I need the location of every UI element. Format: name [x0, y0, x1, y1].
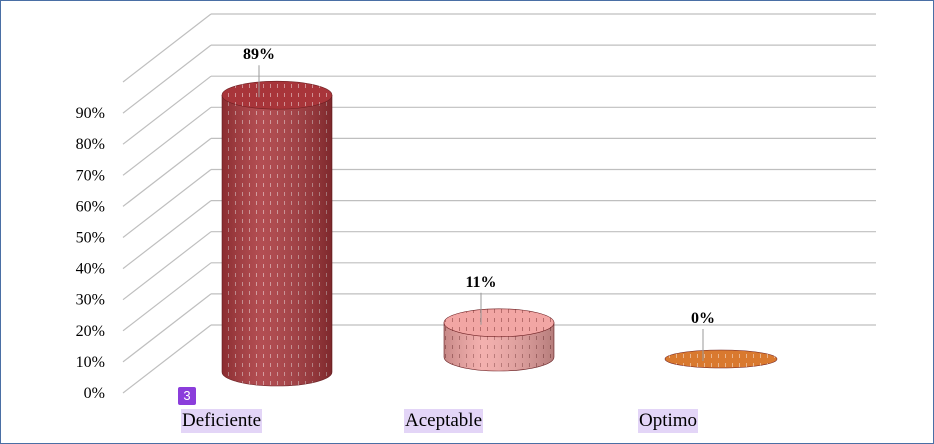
gridline-diagonal	[122, 231, 212, 301]
y-tick-label: 50%	[76, 230, 105, 247]
gridline-diagonal	[122, 106, 212, 176]
y-tick-label: 10%	[76, 354, 105, 371]
bar-shading	[222, 95, 332, 387]
category-label-optimo: Optimo	[638, 409, 699, 433]
gridline-diagonal	[122, 169, 212, 238]
gridline-diagonal	[122, 324, 212, 394]
bars: 89% 11% 0%	[221, 46, 778, 387]
gridline-diagonal	[122, 13, 212, 83]
y-axis: 0% 10% 20% 30% 40% 50% 60% 70% 80% 90%	[76, 105, 105, 402]
y-tick-label: 0%	[84, 385, 105, 402]
gridline-diagonal	[122, 44, 212, 114]
bar-deficiente: 89%	[221, 46, 333, 387]
y-tick-label: 70%	[76, 167, 105, 184]
y-tick-label: 30%	[76, 292, 105, 309]
data-label: 0%	[691, 310, 715, 327]
bar-top-texture	[222, 81, 332, 110]
gridline-diagonal	[122, 293, 212, 363]
bar-optimo: 0%	[664, 310, 778, 369]
data-label: 11%	[465, 274, 496, 291]
y-tick-label: 90%	[76, 105, 105, 122]
bar-top-texture	[444, 308, 554, 337]
data-label: 89%	[243, 46, 275, 63]
gridline-diagonal	[122, 262, 212, 332]
y-tick-label: 20%	[76, 323, 105, 340]
annotation-badge: 3	[178, 387, 196, 405]
y-tick-label: 40%	[76, 261, 105, 278]
y-tick-label: 60%	[76, 198, 105, 215]
gridline-diagonal	[122, 137, 212, 207]
gridline-diagonal	[122, 200, 212, 270]
bar-aceptable: 11%	[443, 274, 555, 372]
category-label-aceptable: Aceptable	[404, 409, 484, 433]
gridline-diagonal	[122, 75, 212, 145]
y-tick-label: 80%	[76, 136, 105, 153]
bar-top-texture	[665, 350, 777, 368]
category-label-deficiente: Deficiente	[181, 409, 263, 433]
